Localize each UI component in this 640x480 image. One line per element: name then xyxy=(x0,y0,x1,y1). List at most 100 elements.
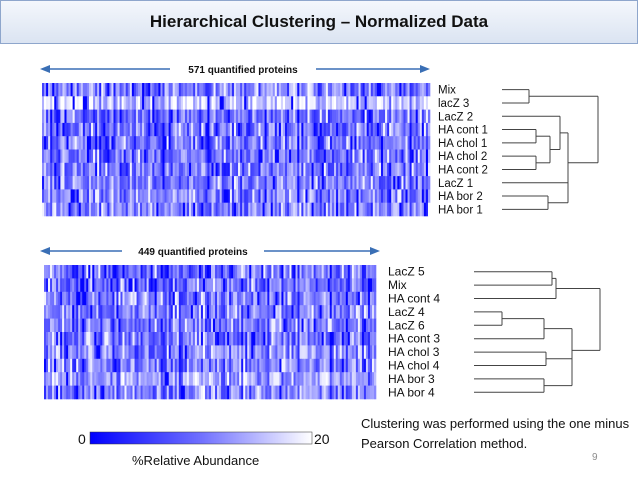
heatmap-cell xyxy=(58,305,61,319)
heatmap-cell xyxy=(126,278,129,293)
heatmap-cell xyxy=(208,385,212,400)
heatmap-cell xyxy=(343,345,347,360)
heatmap-cell xyxy=(172,109,176,124)
heatmap-cell xyxy=(335,291,339,306)
heatmap-cell xyxy=(190,305,194,319)
heatmap-cell xyxy=(58,202,61,217)
heatmap-cell xyxy=(371,358,375,373)
heatmap-cell xyxy=(342,149,345,164)
heatmap-cell xyxy=(221,149,225,164)
heatmap-cell xyxy=(257,291,260,306)
heatmap-cell xyxy=(44,358,47,373)
heatmap-cell xyxy=(86,332,89,346)
heatmap-cell xyxy=(178,149,182,164)
heatmap-cell xyxy=(309,202,312,217)
heatmap-cell xyxy=(188,291,192,306)
heatmap-cell xyxy=(319,318,322,333)
heatmap-cell xyxy=(336,162,339,177)
heatmap-cell xyxy=(351,318,355,333)
heatmap-cell xyxy=(54,122,57,137)
heatmap-cell xyxy=(305,109,308,124)
heatmap-cell xyxy=(301,358,304,373)
heatmap-cell xyxy=(329,122,333,137)
heatmap-cell xyxy=(346,122,349,137)
heatmap-cell xyxy=(248,162,251,177)
heatmap-cell xyxy=(108,278,111,293)
heatmap-cell xyxy=(305,202,308,217)
heatmap-cell xyxy=(189,122,192,137)
heatmap-cell xyxy=(213,291,216,306)
heatmap-cell xyxy=(64,291,67,306)
heatmap-cell xyxy=(303,176,306,190)
heatmap-cell xyxy=(340,122,343,137)
heatmap-cell xyxy=(364,149,367,164)
heatmap-cell xyxy=(174,372,178,386)
heatmap-cell xyxy=(358,136,361,150)
heatmap-cell xyxy=(84,265,87,279)
heatmap-cell xyxy=(196,265,200,279)
heatmap-cell xyxy=(127,189,131,203)
heatmap-cell xyxy=(133,149,137,164)
heatmap-cell xyxy=(186,149,190,164)
heatmap-cell xyxy=(376,202,380,217)
heatmap-cell xyxy=(140,96,143,110)
heatmap-cell xyxy=(90,291,93,306)
heatmap-cell xyxy=(293,332,296,346)
heatmap-cell xyxy=(44,372,47,386)
heatmap-cell xyxy=(115,149,118,164)
heatmap-cell xyxy=(96,318,99,333)
heatmap-cell xyxy=(170,149,173,164)
heatmap-cell xyxy=(80,385,83,400)
heatmap-cell xyxy=(256,83,259,97)
heatmap-cell xyxy=(281,265,284,279)
heatmap-cell xyxy=(219,372,222,386)
heatmap-cell xyxy=(124,372,127,386)
heatmap-cell xyxy=(333,305,337,319)
heatmap-cell xyxy=(70,332,73,346)
heatmap-cell xyxy=(190,345,194,360)
heatmap-cell xyxy=(60,305,63,319)
heatmap-cell xyxy=(217,162,220,177)
heatmap-cell xyxy=(236,202,239,217)
heatmap-cell xyxy=(144,109,147,124)
heatmap-cell xyxy=(56,122,59,137)
heatmap-cell xyxy=(317,345,320,360)
heatmap-cell xyxy=(293,149,296,164)
heatmap-cell xyxy=(201,109,204,124)
heatmap-cell xyxy=(363,278,367,293)
heatmap-cell xyxy=(301,332,304,346)
heatmap-cell xyxy=(160,305,164,319)
heatmap-cell xyxy=(58,265,61,279)
heatmap-cell xyxy=(369,332,373,346)
heatmap-cell xyxy=(192,385,196,400)
heatmap-cell xyxy=(135,136,139,150)
heatmap-cell xyxy=(309,265,312,279)
heatmap-cell xyxy=(50,305,53,319)
heatmap-cell xyxy=(227,318,230,333)
heatmap-cell xyxy=(180,318,184,333)
heatmap-cell xyxy=(227,162,231,177)
heatmap-cell xyxy=(152,202,155,217)
heatmap-cell xyxy=(368,202,372,217)
heatmap-cell xyxy=(91,162,94,177)
heatmap-cell xyxy=(82,265,85,279)
heatmap-cell xyxy=(60,318,63,333)
heatmap-cell xyxy=(135,162,139,177)
heatmap-cell xyxy=(186,189,190,203)
heatmap-cell xyxy=(356,189,359,203)
heatmap-cell xyxy=(313,149,316,164)
heatmap-cell xyxy=(233,345,236,360)
heatmap-cell xyxy=(58,318,61,333)
heatmap-cell xyxy=(146,96,149,110)
heatmap-cell xyxy=(387,83,390,97)
heatmap-cell xyxy=(191,109,194,124)
heatmap-cell xyxy=(259,265,262,279)
heatmap-cell xyxy=(56,332,59,346)
heatmap-cell xyxy=(289,149,292,164)
heatmap-cell xyxy=(265,345,268,360)
heatmap-cell xyxy=(329,96,333,110)
heatmap-cell xyxy=(305,189,308,203)
heatmap-cell xyxy=(260,189,263,203)
heatmap-cell xyxy=(211,265,214,279)
heatmap-cell xyxy=(198,345,202,360)
